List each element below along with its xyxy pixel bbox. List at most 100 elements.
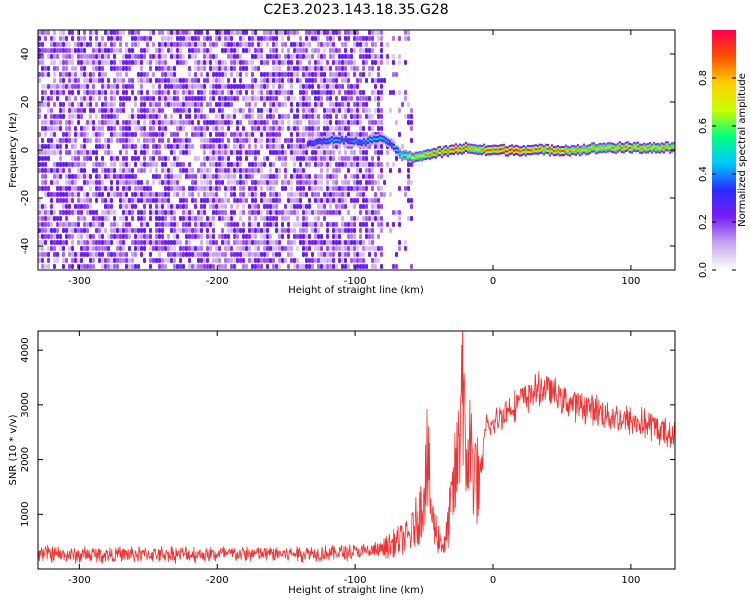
spectrogram-noise-cell <box>359 114 362 119</box>
spectrogram-noise-cell <box>131 252 134 257</box>
spectrogram-noise-cell <box>359 48 362 53</box>
spectrogram-noise-cell <box>338 120 341 125</box>
spectrogram-noise-cell <box>206 174 209 179</box>
spectrogram-noise-cell <box>335 72 338 77</box>
spectrogram-noise-cell <box>341 72 344 77</box>
spectrogram-noise-cell <box>308 204 311 209</box>
spectrogram-signal-cell <box>312 140 316 143</box>
spectrogram-noise-cell <box>167 234 170 239</box>
spectrogram-noise-cell <box>362 258 365 263</box>
spectrogram-noise-cell <box>164 60 167 65</box>
spectrogram-signal-cell <box>576 144 580 147</box>
spectrogram-noise-cell <box>185 150 188 155</box>
spectrogram-signal-cell <box>522 151 526 154</box>
spectrogram-noise-cell <box>350 246 353 251</box>
spectrogram-signal-cell <box>372 139 376 142</box>
spectrogram-noise-cell <box>251 126 254 131</box>
spectrogram-noise-cell <box>239 42 242 47</box>
spectrogram-noise-cell <box>80 174 83 179</box>
spectrogram-signal-cell <box>424 157 428 161</box>
spectrogram-noise-cell <box>326 60 329 65</box>
spectrogram-noise-cell <box>59 90 62 95</box>
spectrogram-noise-cell <box>236 48 239 53</box>
spectrogram-noise-cell <box>236 198 239 203</box>
spectrogram-noise-cell <box>140 102 143 107</box>
spectrogram-noise-cell <box>77 48 80 53</box>
spectrogram-noise-cell <box>182 168 185 173</box>
spectrogram-noise-cell <box>161 240 164 245</box>
spectrogram-noise-cell <box>107 186 110 191</box>
spectrogram-noise-cell <box>266 216 269 221</box>
spectrogram-noise-cell <box>278 174 281 179</box>
spectrogram-noise-cell <box>242 126 245 131</box>
spectrogram-noise-cell <box>380 246 383 251</box>
spectrogram-signal-cell <box>332 143 336 146</box>
spectrogram-signal-cell <box>436 146 440 149</box>
spectrogram-noise-cell <box>71 84 74 89</box>
spectrogram-noise-cell <box>194 30 197 35</box>
spectrogram-noise-cell <box>197 96 200 101</box>
spectrogram-noise-cell <box>113 114 116 119</box>
spectrogram-noise-cell <box>251 240 254 245</box>
spectrogram-noise-cell <box>227 66 230 71</box>
spectrogram-signal-cell <box>538 145 542 148</box>
spectrogram-noise-cell <box>350 186 353 191</box>
spectrogram-noise-cell <box>371 42 374 47</box>
spectrogram-signal-cell <box>308 141 312 145</box>
spectrogram-signal-cell <box>428 155 432 158</box>
spectrogram-signal-cell <box>658 143 662 146</box>
spectrogram-signal-cell <box>516 151 520 154</box>
spectrogram-noise-cell <box>233 84 236 89</box>
spectrogram-noise-cell <box>350 174 353 179</box>
spectrogram-noise-cell <box>362 246 365 251</box>
spectrogram-noise-cell <box>347 120 350 125</box>
spectrogram-signal-cell <box>326 138 330 141</box>
spectrogram-noise-cell <box>167 198 170 203</box>
spectrogram-noise-cell <box>233 198 236 203</box>
spectrogram-noise-cell <box>272 66 275 71</box>
spectrogram-noise-cell <box>251 198 254 203</box>
spectrogram-noise-cell <box>38 198 41 203</box>
spectrogram-noise-cell <box>263 222 266 227</box>
spectrogram-noise-cell <box>272 180 275 185</box>
spectrogram-noise-cell <box>224 192 227 197</box>
spectrogram-signal-cell <box>420 157 424 160</box>
spectrogram-noise-cell <box>113 48 116 53</box>
spectrogram-noise-cell <box>314 126 317 131</box>
spectrogram-noise-cell <box>299 120 302 125</box>
spectrogram-noise-cell <box>218 132 221 137</box>
spectrogram-signal-cell <box>380 139 384 142</box>
spectrogram-noise-cell <box>368 120 371 125</box>
spectrogram-noise-cell <box>71 78 74 83</box>
spectrogram-noise-cell <box>140 72 143 77</box>
spectrogram-signal-cell <box>318 143 322 147</box>
spectrogram-noise-cell <box>257 180 260 185</box>
spectrogram-noise-cell <box>338 168 341 173</box>
spectrogram-noise-cell <box>254 66 257 71</box>
spectrogram-noise-cell <box>287 198 290 203</box>
spectrogram-noise-cell <box>215 60 218 65</box>
spectrogram-noise-cell <box>344 162 347 167</box>
spectrogram-noise-cell <box>290 156 293 161</box>
spectrogram-noise-cell <box>53 240 56 245</box>
spectrogram-noise-cell <box>401 144 404 149</box>
spectrogram-noise-cell <box>266 84 269 89</box>
spectrogram-noise-cell <box>242 240 245 245</box>
spectrogram-noise-cell <box>41 264 44 269</box>
spectrogram-noise-cell <box>230 90 233 95</box>
spectrogram-noise-cell <box>236 96 239 101</box>
spectrogram-noise-cell <box>155 228 158 233</box>
spectrogram-noise-cell <box>140 90 143 95</box>
spectrogram-noise-cell <box>254 78 257 83</box>
spectrogram-noise-cell <box>161 228 164 233</box>
spectrogram-noise-cell <box>221 42 224 47</box>
spectrogram-signal-cell <box>326 142 330 145</box>
spectrogram-noise-cell <box>155 246 158 251</box>
spectrogram-noise-cell <box>161 42 164 47</box>
spectrogram-noise-cell <box>80 198 83 203</box>
spectrogram-signal-cell <box>374 136 378 139</box>
spectrogram-noise-cell <box>122 90 125 95</box>
spectrogram-noise-cell <box>275 126 278 131</box>
spectrogram-signal-cell <box>336 143 340 146</box>
spectrogram-noise-cell <box>218 168 221 173</box>
